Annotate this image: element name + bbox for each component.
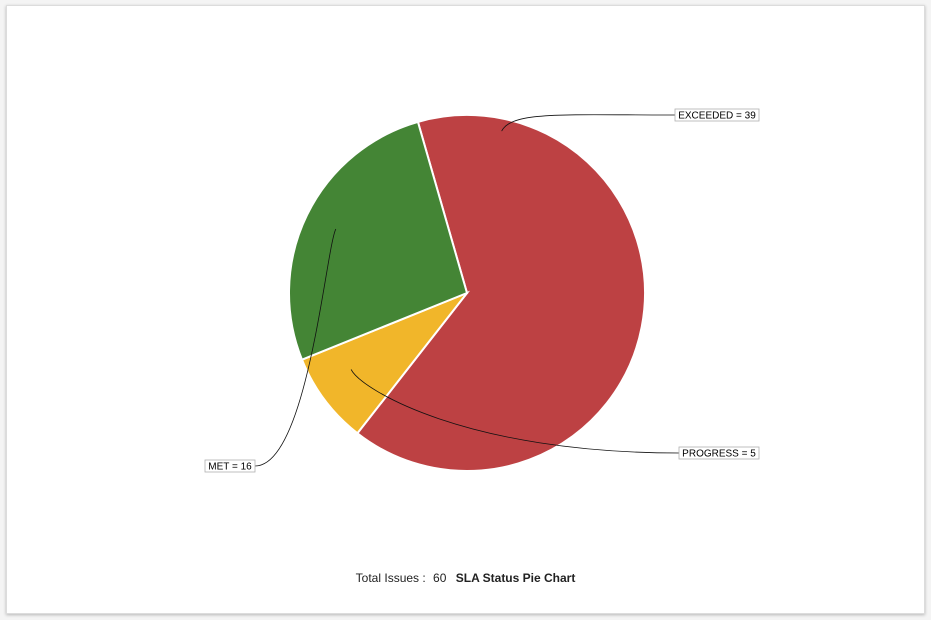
label-box — [674, 108, 760, 122]
label-text: EXCEEDED = 39 — [678, 111, 756, 122]
slice-met[interactable] — [288, 120, 469, 361]
leader-line-exceeded — [501, 114, 676, 132]
chart-title: SLA Status Pie Chart — [455, 571, 576, 585]
label-box — [204, 459, 256, 473]
total-issues-value: 60 — [433, 571, 447, 585]
chart-footer: Total Issues : 60 SLA Status Pie Chart — [7, 571, 924, 585]
leader-lines — [254, 114, 680, 467]
slice-exceeded[interactable] — [356, 114, 646, 472]
label-text: MET = 16 — [208, 462, 252, 473]
total-issues-label: Total Issues : — [355, 571, 426, 585]
label-text: PROGRESS = 5 — [682, 449, 756, 460]
slice-label-exceeded: EXCEEDED = 39 — [674, 108, 760, 122]
chart-panel: EXCEEDED = 39 PROGRESS = 5 MET = 16 Total … — [6, 5, 925, 614]
leader-line-progress — [350, 369, 680, 454]
leader-line-met — [254, 228, 337, 467]
slice-label-progress: PROGRESS = 5 — [678, 446, 760, 460]
label-box — [678, 446, 760, 460]
pie-chart: EXCEEDED = 39 PROGRESS = 5 MET = 16 — [204, 108, 760, 473]
slice-progress[interactable] — [300, 290, 471, 435]
pie-slices — [288, 114, 646, 472]
slice-label-met: MET = 16 — [204, 459, 256, 473]
slice-labels: EXCEEDED = 39 PROGRESS = 5 MET = 16 — [204, 108, 760, 473]
